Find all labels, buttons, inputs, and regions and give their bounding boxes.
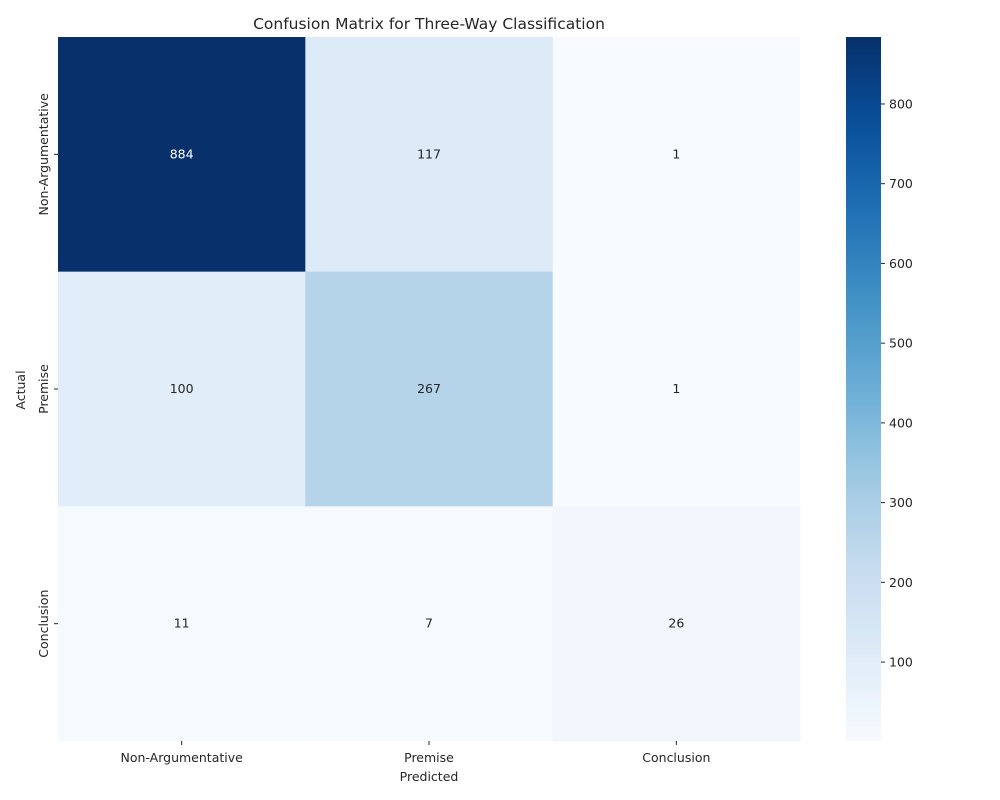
x-tick-label: Premise xyxy=(404,750,454,765)
heatmap-cells xyxy=(58,37,801,742)
y-tick-label: Premise xyxy=(36,364,51,414)
cell-value-label: 11 xyxy=(174,616,190,631)
heatmap-cell xyxy=(552,506,801,742)
cell-value-label: 884 xyxy=(170,146,194,161)
y-axis-label: Actual xyxy=(13,370,28,409)
y-tick-label: Conclusion xyxy=(36,590,51,658)
colorbar-tick-label: 800 xyxy=(889,96,913,111)
heatmap-cell xyxy=(552,37,801,273)
cell-value-label: 1 xyxy=(672,146,680,161)
cell-value-label: 7 xyxy=(425,616,433,631)
heatmap-cell xyxy=(58,271,306,507)
heatmap-cell xyxy=(552,271,801,507)
cell-value-label: 267 xyxy=(417,381,441,396)
colorbar-tick-label: 600 xyxy=(889,256,913,271)
chart-title: Confusion Matrix for Three-Way Classific… xyxy=(253,15,605,33)
colorbar xyxy=(846,37,881,741)
y-tick-label: Non-Argumentative xyxy=(36,93,51,216)
heatmap-cell xyxy=(305,271,554,507)
x-tick-label: Non-Argumentative xyxy=(121,750,244,765)
heatmap-cell xyxy=(305,506,554,742)
heatmap-cell xyxy=(58,506,306,742)
colorbar-tick-label: 400 xyxy=(889,415,913,430)
heatmap-cell xyxy=(58,37,306,273)
colorbar-tick-label: 700 xyxy=(889,176,913,191)
colorbar-tick-label: 500 xyxy=(889,336,913,351)
x-axis-label: Predicted xyxy=(400,769,459,784)
cell-value-label: 100 xyxy=(170,381,194,396)
cell-value-label: 1 xyxy=(672,381,680,396)
heatmap-cell xyxy=(305,37,554,273)
cell-value-label: 117 xyxy=(417,146,441,161)
colorbar-tick-label: 300 xyxy=(889,495,913,510)
colorbar-ticks: 100 200 300 400 500 600 700 800 xyxy=(881,96,913,670)
cell-value-label: 26 xyxy=(668,616,684,631)
x-tick-label: Conclusion xyxy=(642,750,710,765)
colorbar-tick-label: 100 xyxy=(889,655,913,670)
x-axis-ticks: Non-Argumentative Premise Conclusion xyxy=(121,741,710,765)
colorbar-tick-label: 200 xyxy=(889,575,913,590)
y-axis-ticks: Non-Argumentative Premise Conclusion xyxy=(36,93,58,658)
